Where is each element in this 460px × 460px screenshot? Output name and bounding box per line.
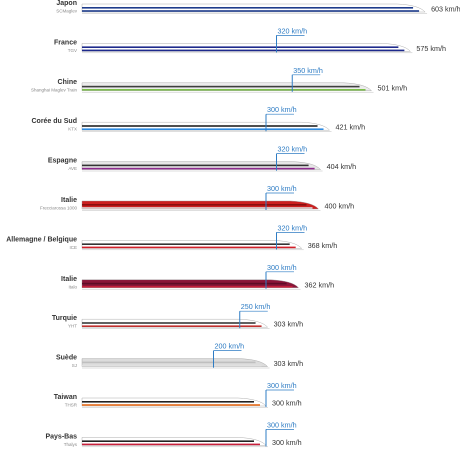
- max-speed-label: 303 km/h: [274, 359, 304, 368]
- model-label: SCMaglev: [56, 9, 78, 14]
- train-window-band: [82, 282, 287, 285]
- operating-speed-label: 300 km/h: [267, 381, 297, 390]
- train-livery-stripe: [82, 286, 293, 288]
- model-label: Frecciarossa 1000: [40, 206, 78, 211]
- train-livery-stripe: [82, 10, 420, 12]
- country-label: Corée du Sud: [31, 118, 77, 125]
- train-livery-stripe: [82, 246, 296, 249]
- model-label: SJ: [72, 363, 77, 368]
- train-row: Japon SCMaglev 603 km/h: [56, 0, 460, 14]
- operating-speed-label: 200 km/h: [215, 342, 245, 351]
- operating-speed-label: 300 km/h: [267, 420, 297, 429]
- operating-speed-label: 300 km/h: [267, 184, 297, 193]
- train-window-band: [82, 322, 256, 324]
- model-label: YHT: [68, 324, 77, 329]
- max-speed-label: 400 km/h: [325, 202, 355, 211]
- model-label: THSR: [65, 403, 78, 408]
- max-speed-label: 501 km/h: [378, 83, 408, 92]
- train-livery-stripe: [82, 404, 260, 406]
- country-label: Espagne: [48, 158, 77, 165]
- country-label: Allemagne / Belgique: [6, 236, 77, 243]
- model-label: AVE: [68, 166, 77, 171]
- train-livery-stripe: [82, 128, 324, 130]
- train-window-band: [82, 85, 360, 88]
- model-label: Italo: [68, 284, 77, 289]
- max-speed-label: 303 km/h: [274, 320, 304, 329]
- train-window-band: [82, 125, 318, 127]
- max-speed-label: 300 km/h: [272, 438, 302, 447]
- country-label: Taiwan: [54, 394, 77, 401]
- train-window-band: [82, 401, 254, 403]
- operating-speed-label: 250 km/h: [241, 302, 271, 311]
- train-livery-stripe: [82, 89, 366, 91]
- max-speed-label: 362 km/h: [305, 280, 335, 289]
- max-speed-label: 575 km/h: [416, 44, 446, 53]
- country-label: Pays-Bas: [45, 433, 77, 440]
- train-window-band: [82, 46, 399, 48]
- train-row: Italie Frecciarossa 1000 400 km/h 300 km/h: [40, 184, 354, 211]
- model-label: ICE: [69, 245, 77, 250]
- operating-speed-label: 320 km/h: [278, 145, 308, 154]
- train-livery-stripe: [82, 443, 260, 446]
- train-window-band: [82, 440, 254, 442]
- max-speed-label: 404 km/h: [327, 162, 357, 171]
- train-window-band: [82, 7, 414, 9]
- country-label: Italie: [61, 276, 77, 283]
- train-row: Corée du Sud KTX 421 km/h 300 km/h: [31, 105, 365, 132]
- operating-speed-label: 350 km/h: [293, 66, 323, 75]
- model-label: TGV: [68, 48, 77, 53]
- train-livery-stripe: [82, 325, 262, 327]
- country-label: Japon: [56, 0, 77, 7]
- operating-speed-label: 320 km/h: [278, 26, 308, 35]
- model-label: Thalys: [64, 442, 78, 447]
- max-speed-label: 421 km/h: [336, 123, 366, 132]
- country-label: Suède: [56, 355, 77, 362]
- country-label: Turquie: [52, 315, 77, 322]
- train-livery-stripe: [82, 167, 315, 170]
- train-window-band: [82, 164, 309, 167]
- model-label: KTX: [68, 127, 77, 132]
- train-livery-stripe: [82, 364, 262, 367]
- country-label: Italie: [61, 197, 77, 204]
- operating-speed-label: 300 km/h: [267, 263, 297, 272]
- train-window-band: [82, 361, 256, 364]
- train-window-band: [82, 204, 307, 206]
- operating-speed-label: 320 km/h: [278, 223, 308, 232]
- country-label: Chine: [58, 79, 78, 86]
- train-livery-stripe: [82, 207, 313, 209]
- max-speed-label: 368 km/h: [308, 241, 338, 250]
- train-row: Taiwan THSR 300 km/h 300 km/h: [54, 381, 302, 408]
- operating-speed-label: 300 km/h: [267, 105, 297, 114]
- model-label: Shanghai Maglev Train: [31, 87, 78, 92]
- train-row: Pays-Bas Thalys 300 km/h 300 km/h: [45, 420, 302, 448]
- train-livery-stripe: [82, 49, 405, 52]
- max-speed-label: 300 km/h: [272, 399, 302, 408]
- country-label: France: [54, 39, 77, 46]
- train-window-band: [82, 243, 290, 245]
- train-row: France TGV 575 km/h 320 km/h: [54, 26, 446, 54]
- max-speed-label: 603 km/h: [431, 5, 460, 14]
